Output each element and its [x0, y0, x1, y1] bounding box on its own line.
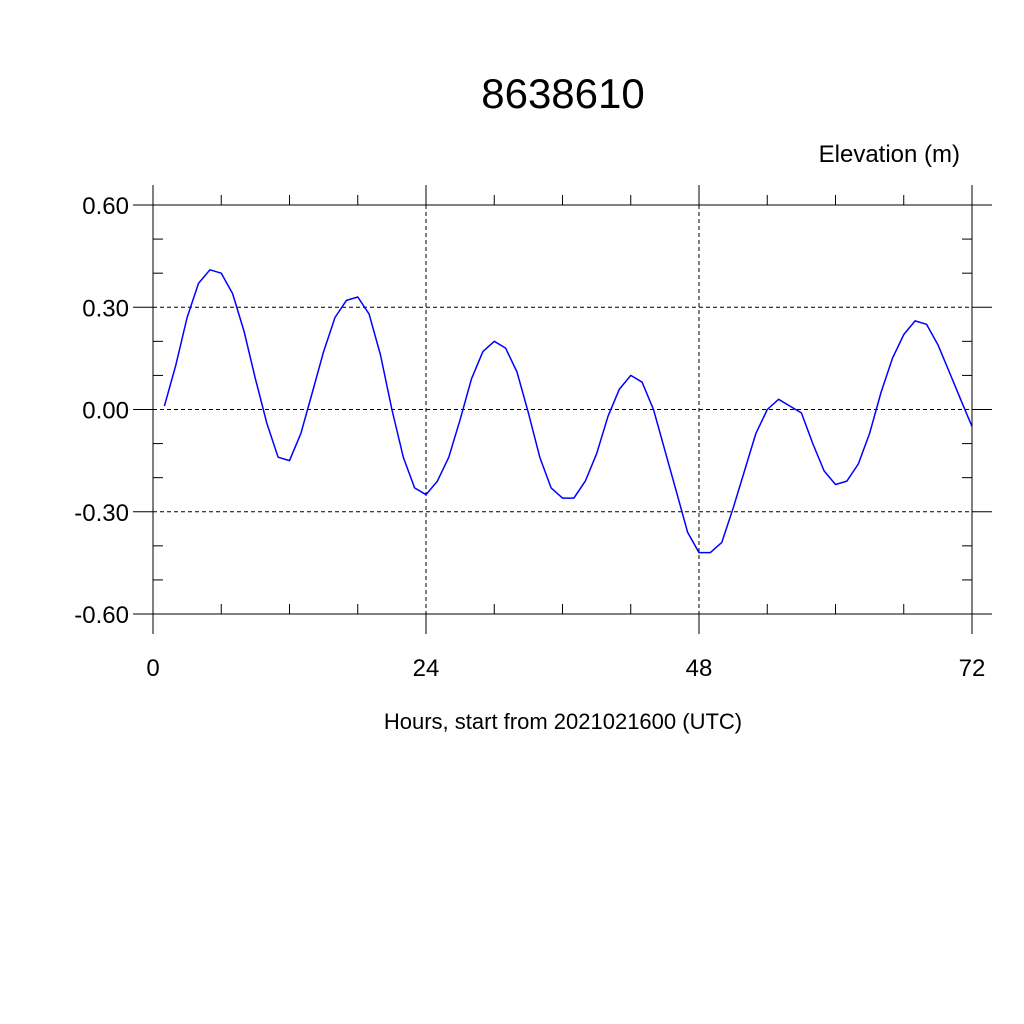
- x-tick-label: 72: [959, 655, 986, 682]
- y-tick-label: -0.60: [74, 602, 129, 629]
- y-axis-label: Elevation (m): [819, 141, 960, 168]
- y-tick-label: 0.60: [82, 193, 129, 220]
- y-tick-label: 0.30: [82, 295, 129, 322]
- series-layer: [163, 269, 973, 554]
- x-tick-label: 48: [686, 655, 713, 682]
- series-line-elevation: [163, 269, 973, 554]
- x-tick-label: 0: [146, 655, 159, 682]
- x-tick-label: 24: [413, 655, 440, 682]
- y-tick-label: -0.30: [74, 500, 129, 527]
- y-tick-label: 0.00: [82, 398, 129, 425]
- grid: [152, 204, 973, 615]
- plot-frame: [152, 204, 973, 615]
- chart-title: 8638610: [481, 70, 645, 117]
- axis-ticks: 0 24 48 72 0.60 0.30 0.00 -0.30 -0.60: [74, 185, 992, 682]
- x-axis-label: Hours, start from 2021021600 (UTC): [384, 709, 742, 734]
